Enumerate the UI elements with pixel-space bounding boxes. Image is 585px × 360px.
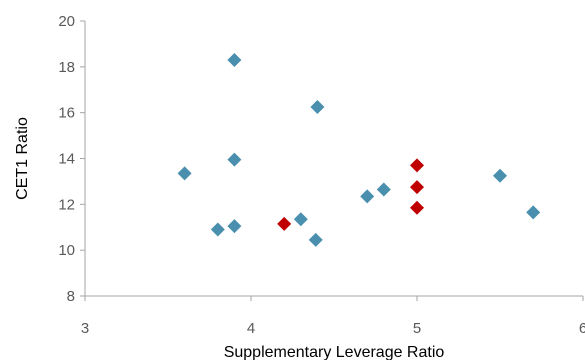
- x-tick-label: 5: [413, 320, 421, 337]
- series-1-point: [360, 189, 375, 204]
- series-1-point: [376, 182, 391, 197]
- x-tick-label: 3: [81, 320, 89, 337]
- series-2-point: [410, 200, 424, 215]
- series-1-point: [293, 212, 308, 227]
- series-1-point: [227, 219, 242, 234]
- x-tick-label: 4: [247, 320, 255, 337]
- series-1-point: [227, 152, 242, 167]
- y-tick-label: 10: [58, 242, 75, 259]
- series-1-point: [177, 166, 192, 181]
- x-axis-ticks: 3 4 5 6: [81, 296, 585, 337]
- y-axis-title: CET1 Ratio: [14, 117, 31, 200]
- series-1-point: [227, 52, 242, 67]
- series-2-point: [277, 216, 292, 231]
- y-tick-label: 14: [58, 151, 75, 168]
- series-1-point: [310, 99, 325, 114]
- y-tick-label: 16: [58, 105, 75, 122]
- y-tick-label: 20: [58, 13, 75, 30]
- series-1-point: [526, 205, 541, 220]
- series-2-point: [410, 158, 424, 173]
- x-tick-label: 6: [579, 320, 585, 337]
- series-1-point: [308, 232, 323, 247]
- data-points: [177, 52, 541, 247]
- y-axis-ticks: 8 10 12 14 16 18 20: [58, 13, 85, 305]
- series-1-point: [210, 222, 225, 237]
- y-tick-label: 8: [67, 288, 75, 305]
- y-tick-label: 18: [58, 59, 75, 76]
- x-axis-title: Supplementary Leverage Ratio: [224, 344, 445, 360]
- y-tick-label: 12: [58, 196, 75, 213]
- series-2-point: [410, 180, 424, 195]
- series-1-point: [493, 168, 507, 183]
